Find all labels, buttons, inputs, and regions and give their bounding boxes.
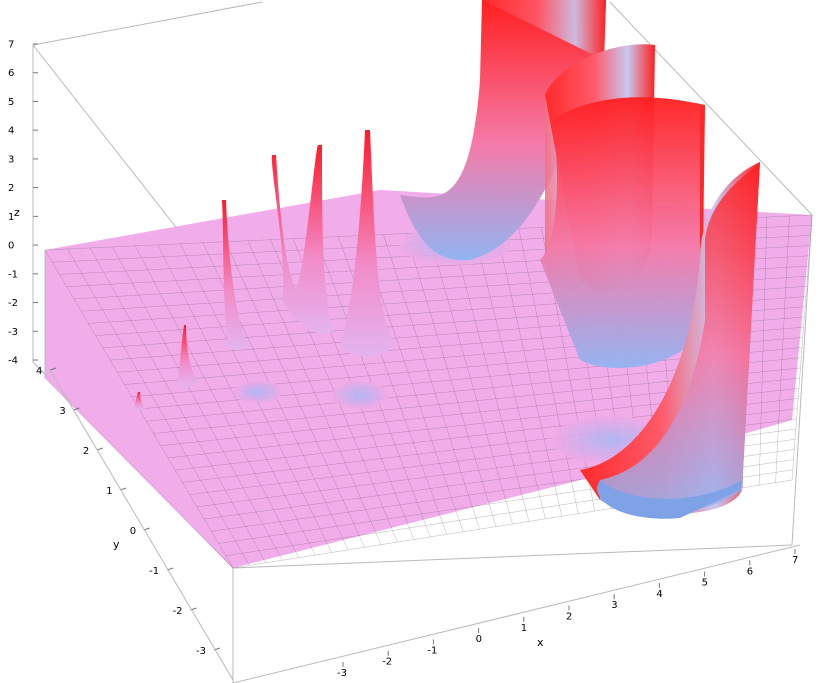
x-tick-label: 2 — [566, 612, 572, 623]
z-tick-label: -2 — [8, 298, 18, 309]
y-tick-label: -1 — [149, 566, 159, 577]
surface-grid-line — [112, 246, 283, 561]
x-tick-label: 4 — [656, 589, 662, 600]
x-tick-label: 5 — [702, 578, 708, 589]
y-tick-label: -3 — [196, 646, 206, 657]
z-axis-label: z — [14, 206, 20, 219]
y-tick-label: 4 — [36, 366, 42, 377]
surface-edge — [44, 377, 234, 569]
surface-grid-line — [518, 228, 579, 514]
surface-grid-line — [89, 247, 267, 563]
surface-grid-line — [495, 229, 563, 517]
z-tick-label: -3 — [8, 327, 18, 338]
surface-grid-line — [473, 230, 546, 519]
x-tick-label: -1 — [427, 645, 437, 656]
surface-grid-line — [67, 248, 250, 566]
surface-grid-line — [775, 216, 790, 483]
z-tick-label: 0 — [8, 241, 14, 252]
x-tick-label: 7 — [792, 555, 798, 566]
y-tick-label: 2 — [83, 446, 89, 457]
bounding-box-front — [32, 45, 46, 378]
z-axis: -4 -3 -2 -1 0 1 2 3 4 5 6 7 — [8, 40, 38, 367]
z-tick-label: 4 — [8, 126, 14, 137]
z-tick-label: -1 — [8, 269, 18, 280]
y-axis: -3 -2 -1 0 1 2 3 4 — [36, 366, 234, 681]
y-tick-label: 0 — [130, 526, 136, 537]
y-axis-label: y — [113, 538, 120, 551]
surface-grid-line — [791, 214, 813, 481]
x-tick-label: 1 — [521, 623, 527, 634]
surface-grid-line — [428, 232, 513, 525]
y-tick-mark — [96, 447, 104, 451]
x-axis-label: x — [537, 636, 544, 649]
surface-grid-line — [157, 244, 316, 556]
x-tick-label: 6 — [747, 566, 753, 577]
surface-walls — [400, 0, 760, 519]
z-tick-label: 3 — [8, 154, 14, 165]
y-tick-label: 3 — [59, 406, 65, 417]
surface-grid-line — [405, 233, 497, 527]
y-tick-mark — [73, 407, 80, 411]
z-tick-label: 7 — [8, 40, 14, 51]
y-tick-label: 1 — [106, 486, 112, 497]
x-axis: -3 -2 -1 0 1 2 3 4 5 6 7 — [232, 544, 801, 683]
x-tick-label: 3 — [611, 600, 617, 611]
y-tick-mark — [49, 367, 57, 371]
x-tick-label: -2 — [382, 657, 392, 668]
z-tick-label: 2 — [8, 183, 14, 194]
surface-grid-line — [225, 241, 365, 548]
surface-grid-line — [758, 217, 768, 486]
z-tick-label: -4 — [8, 356, 18, 367]
surface-grid-line — [383, 234, 480, 530]
y-tick-label: -2 — [173, 606, 183, 617]
z-tick-label: 6 — [8, 68, 14, 79]
surface-grid-line — [135, 245, 299, 558]
z-tick-label: 5 — [8, 97, 14, 108]
surface-spikes — [134, 130, 395, 410]
surface-grid-line — [450, 231, 530, 522]
surface-grid-line — [247, 240, 382, 545]
y-tick-mark — [120, 487, 127, 491]
x-tick-label: -3 — [337, 668, 347, 679]
x-tick-label: 0 — [476, 634, 482, 645]
z-tick-label: 1 — [8, 212, 14, 223]
